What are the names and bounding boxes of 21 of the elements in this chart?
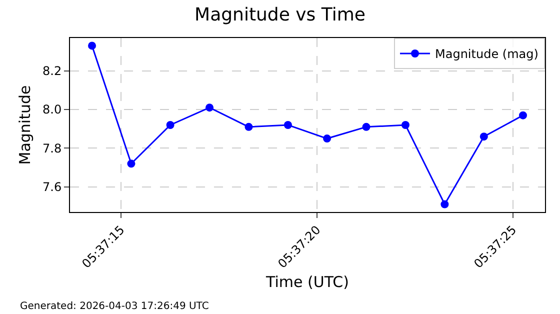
chart-title: Magnitude vs Time [194,4,366,26]
point [362,122,370,131]
point [401,121,410,129]
point [127,160,136,168]
point [518,111,527,120]
point [244,122,253,131]
point [480,132,488,141]
y-tick-label: 7.6 [42,180,62,194]
legend-label: Magnitude (mag) [435,47,538,62]
point [440,200,449,208]
point [284,121,292,129]
x-axis-title: Time (UTC) [265,272,349,291]
y-axis-title: Magnitude [16,85,34,165]
point [323,134,332,143]
point [206,104,214,112]
text: Generated: 2026-04-03 17:26:49 UTC [20,301,209,312]
point [166,121,174,129]
y-tick-label: 7.8 [42,141,62,156]
point [88,42,96,50]
y-tick-label: 8.0 [42,102,62,117]
y-tick-label: 8.2 [42,64,62,78]
